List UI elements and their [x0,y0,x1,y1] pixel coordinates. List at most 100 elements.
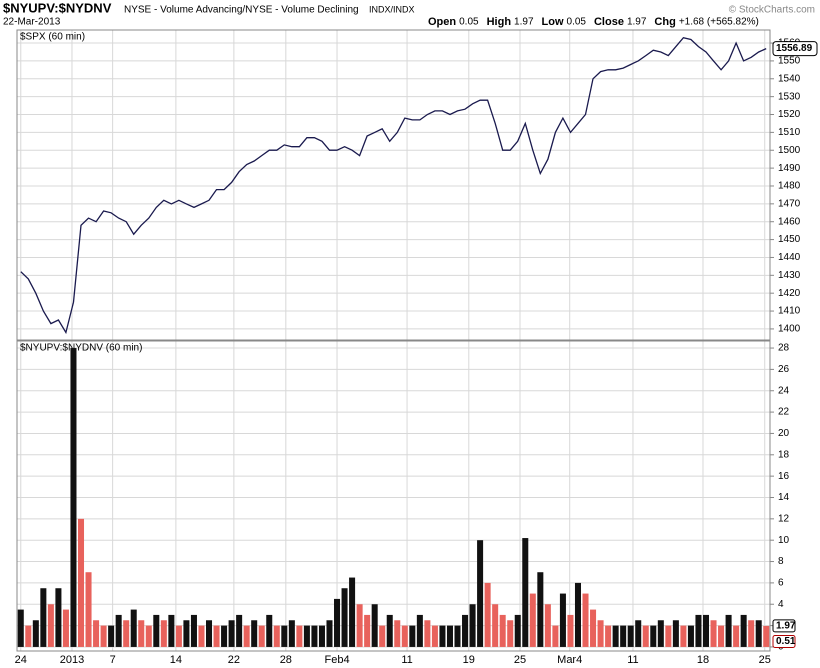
y-tick-label: 1460 [778,216,801,227]
reference-tag-box [772,634,796,648]
bar [574,582,581,647]
bar [32,620,39,647]
y-tick-label: 1510 [778,127,801,138]
panel-title: $SPX (60 min) [20,32,85,43]
reference-tag: 0.51 [776,636,796,647]
last-tag [772,619,796,633]
y-tick-label: 14 [778,492,790,503]
bar [311,625,318,647]
bar [190,614,197,647]
x-tick-label: 19 [463,654,475,666]
x-tick-label: 18 [697,654,709,666]
bar [326,620,333,647]
bar [567,614,574,647]
quote-value: 1.97 [514,17,534,28]
bar [228,620,235,647]
y-tick-label: 1540 [778,73,801,84]
bar [431,625,438,647]
bar [718,625,725,647]
x-tick-label: 24 [15,654,27,666]
bar [379,625,386,647]
bar [394,620,401,647]
bar [93,620,100,647]
bar [386,614,393,647]
x-tick-label: Mar4 [557,654,582,666]
bar [318,625,325,647]
quote: Open 0.05 High 1.97 Low 0.05 Close 1.97 Chg +1.68… [428,16,759,28]
bar [635,620,642,647]
bar [529,593,536,647]
bar [552,625,559,647]
bar [371,604,378,647]
x-tick-label: 11 [627,654,638,666]
panel-frame [16,340,771,652]
bar [17,609,24,647]
bar [748,620,755,647]
last-value: 1.97 [776,621,796,632]
bar [484,582,491,647]
bar [559,593,566,647]
bar [514,614,521,647]
bar [416,614,423,647]
bar [258,625,265,647]
bar [620,625,627,647]
bar [85,572,92,647]
bar [544,604,551,647]
bar [462,614,469,647]
bar [492,604,499,647]
bar [446,625,453,647]
bar [710,620,717,647]
bar [70,348,77,647]
bar [341,588,348,647]
bar [100,625,107,647]
bar [123,620,130,647]
bar [266,614,273,647]
panel-frame [16,29,771,341]
y-tick-label: 10 [778,535,790,546]
y-tick-label: 1530 [778,91,801,102]
y-tick-label: 1470 [778,198,801,209]
x-tick-label: 11 [401,654,412,666]
y-tick-label: 1500 [778,145,801,156]
quote-value: +1.68 (+565.82%) [679,17,759,28]
quote-value: 0.05 [459,17,479,28]
quote-label: Open [428,16,456,28]
bar [303,625,310,647]
bar [160,620,167,647]
bar [740,614,747,647]
bar [597,620,604,647]
y-tick-label: 1430 [778,270,801,281]
bar [213,625,220,647]
bar [198,625,205,647]
y-tick-label: 1450 [778,234,801,245]
bar [657,620,664,647]
last-value: 1556.89 [776,43,813,54]
x-tick-label: 2013 [60,654,84,666]
bar [409,625,416,647]
bar [55,588,62,647]
bar [695,614,702,647]
panel-title: $NYUPV:$NYDNV (60 min) [20,343,142,354]
bar [108,625,115,647]
bar [356,604,363,647]
description: NYSE - Volume Advancing/NYSE - Volume De… [124,5,359,16]
last-tag [772,41,818,57]
bar [364,614,371,647]
bar [642,625,649,647]
bar [296,625,303,647]
x-tick-label: 28 [280,654,292,666]
y-tick-label: 16 [778,471,790,482]
exchange: INDX/INDX [369,4,415,14]
bar [40,588,47,647]
x-tick-label: 14 [170,654,182,666]
bar [590,609,597,647]
x-tick-label: 7 [110,654,116,666]
y-tick-label: 28 [778,343,790,354]
y-tick-label: 6 [778,578,784,589]
date: 22-Mar-2013 [3,17,61,28]
bar [25,625,32,647]
bar [62,609,69,647]
y-tick-label: 1550 [778,56,801,67]
bar [755,620,762,647]
